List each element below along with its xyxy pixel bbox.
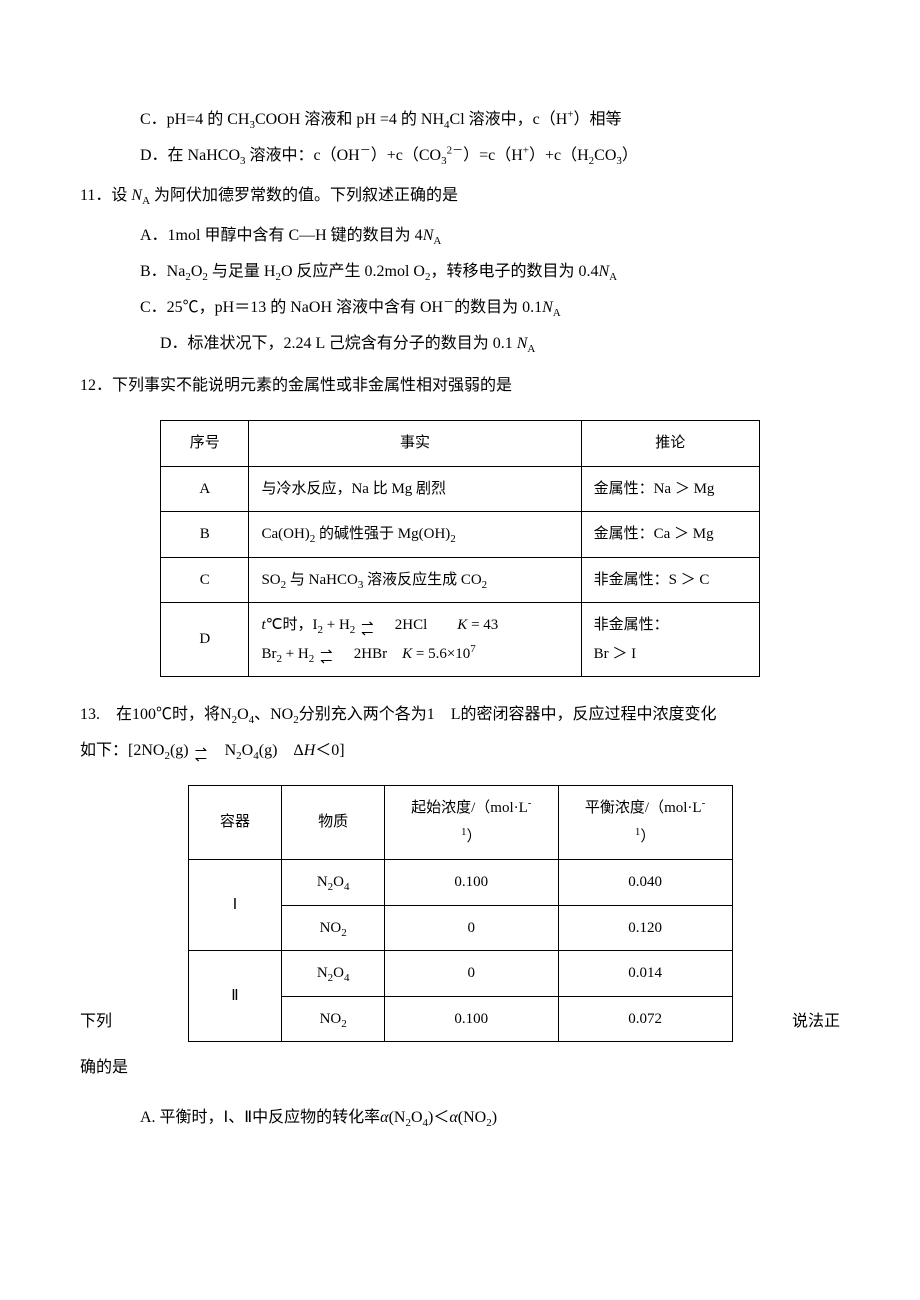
q13-val: 0: [384, 905, 558, 951]
q13-stem-line1: 13. 在100℃时，将N2O4、NO2分别充入两个各为1 L的密闭容器中，反应…: [80, 699, 840, 731]
q13-sp: N2O4: [282, 951, 384, 997]
q11-optd-text: D．标准状况下，2.24 L 己烷含有分子的数目为 0.1: [160, 335, 517, 352]
q13-table-wrap: 下列 容器 物质 起始浓度/（mol·L-1） 平衡浓度/（mol·L-1） Ⅰ…: [80, 785, 840, 1042]
q11-stem: 11．设 NA 为阿伏加德罗常数的值。下列叙述正确的是: [80, 180, 840, 212]
q13-val: 0.072: [558, 996, 732, 1042]
q12-a-seq: A: [161, 466, 249, 512]
q13-stem-line2: 如下：[2NO2(g) N2O4(g) ΔH＜0]: [80, 735, 840, 767]
q13-container-1: Ⅰ: [188, 860, 282, 951]
table-row: D t℃时，I2 + H2 2HCl K = 43 Br2 + H2 2HBr …: [161, 603, 760, 677]
q13-hdr-container: 容器: [188, 786, 282, 860]
q11-na: N: [131, 187, 142, 204]
q13-val: 0.040: [558, 860, 732, 906]
q12-c-seq: C: [161, 557, 249, 603]
q13-val: 0.100: [384, 860, 558, 906]
q12-c-fact: SO2 与 NaHCO3 溶液反应生成 CO2: [249, 557, 581, 603]
q11-optb-text: B．Na2O2 与足量 H2O 反应产生 0.2mol O2，转移电子的数目为 …: [140, 263, 599, 280]
table-row: Ⅰ N2O4 0.100 0.040: [188, 860, 732, 906]
q10-option-c: C．pH=4 的 CH3COOH 溶液和 pH =4 的 NH4Cl 溶液中，c…: [80, 104, 840, 136]
table-row: B Ca(OH)2 的碱性强于 Mg(OH)2 金属性：Ca ＞ Mg: [161, 512, 760, 558]
q13-tail-right: 说法正: [792, 1006, 840, 1038]
q12-d-seq: D: [161, 603, 249, 677]
q13-sp: NO2: [282, 996, 384, 1042]
q12-b-fact: Ca(OH)2 的碱性强于 Mg(OH)2: [249, 512, 581, 558]
q13-hdr-start: 起始浓度/（mol·L-1）: [384, 786, 558, 860]
equilibrium-icon: [195, 746, 223, 756]
q12-d-fact: t℃时，I2 + H2 2HCl K = 43 Br2 + H2 2HBr K …: [249, 603, 581, 677]
q13-option-a: A. 平衡时，Ⅰ、Ⅱ中反应物的转化率α(N2O4)＜α(NO2): [80, 1102, 840, 1134]
q13-stem2-text: 如下：[2NO2(g) N2O4(g) ΔH＜0]: [80, 742, 345, 759]
q11-option-c: C．25℃，pH＝13 的 NaOH 溶液中含有 OH－的数目为 0.1NA: [80, 292, 840, 324]
q12-b-seq: B: [161, 512, 249, 558]
table-row: A 与冷水反应，Na 比 Mg 剧烈 金属性：Na ＞ Mg: [161, 466, 760, 512]
q12-hdr-con: 推论: [581, 421, 759, 467]
q13-val: 0: [384, 951, 558, 997]
q12-a-fact: 与冷水反应，Na 比 Mg 剧烈: [249, 466, 581, 512]
q11-option-a: A．1mol 甲醇中含有 C—H 键的数目为 4NA: [80, 220, 840, 252]
q11-optc-text: C．25℃，pH＝13 的 NaOH 溶液中含有 OH－的数目为 0.1: [140, 299, 542, 316]
q13-hdr-species: 物质: [282, 786, 384, 860]
q13-val: 0.120: [558, 905, 732, 951]
q13-tail-line2: 确的是: [80, 1052, 840, 1084]
table-row: C SO2 与 NaHCO3 溶液反应生成 CO2 非金属性：S ＞ C: [161, 557, 760, 603]
q13-val: 0.100: [384, 996, 558, 1042]
table-row: 序号 事实 推论: [161, 421, 760, 467]
q12-a-con: 金属性：Na ＞ Mg: [581, 466, 759, 512]
q13-sp: N2O4: [282, 860, 384, 906]
q13-sp: NO2: [282, 905, 384, 951]
equilibrium-icon: [320, 649, 348, 659]
q11-stem-rest: 为阿伏加德罗常数的值。下列叙述正确的是: [150, 187, 458, 204]
q12-hdr-fact: 事实: [249, 421, 581, 467]
table-row: 容器 物质 起始浓度/（mol·L-1） 平衡浓度/（mol·L-1）: [188, 786, 732, 860]
equilibrium-icon: [361, 621, 389, 631]
q11-stem-prefix: 11．设: [80, 187, 131, 204]
q12-d-con: 非金属性： Br ＞ I: [581, 603, 759, 677]
q12-hdr-seq: 序号: [161, 421, 249, 467]
q13-tail-left: 下列: [80, 1006, 112, 1038]
q13-val: 0.014: [558, 951, 732, 997]
q11-option-b: B．Na2O2 与足量 H2O 反应产生 0.2mol O2，转移电子的数目为 …: [80, 256, 840, 288]
q13-opta-text: A. 平衡时，Ⅰ、Ⅱ中反应物的转化率α(N2O4)＜α(NO2): [140, 1109, 497, 1126]
q11-opta-text: A．1mol 甲醇中含有 C—H 键的数目为 4: [140, 227, 423, 244]
q12-b-con: 金属性：Ca ＞ Mg: [581, 512, 759, 558]
q11-option-d: D．标准状况下，2.24 L 己烷含有分子的数目为 0.1 NA: [80, 328, 840, 360]
q13-container-2: Ⅱ: [188, 951, 282, 1042]
q13-hdr-eq: 平衡浓度/（mol·L-1）: [558, 786, 732, 860]
q12-table: 序号 事实 推论 A 与冷水反应，Na 比 Mg 剧烈 金属性：Na ＞ Mg …: [160, 420, 760, 677]
q13-stem1-text: 13. 在100℃时，将N2O4、NO2分别充入两个各为1 L的密闭容器中，反应…: [80, 706, 717, 723]
q12-c-con: 非金属性：S ＞ C: [581, 557, 759, 603]
q12-stem: 12．下列事实不能说明元素的金属性或非金属性相对强弱的是: [80, 370, 840, 402]
table-row: Ⅱ N2O4 0 0.014: [188, 951, 732, 997]
q10-optd-text: D．在 NaHCO3 溶液中：c（OH－）+c（CO32－）=c（H+）+c（H…: [140, 147, 638, 164]
q10-optc-text: C．pH=4 的 CH3COOH 溶液和 pH =4 的 NH4Cl 溶液中，c…: [140, 111, 622, 128]
q11-na-sub: A: [142, 195, 150, 207]
q13-table: 容器 物质 起始浓度/（mol·L-1） 平衡浓度/（mol·L-1） Ⅰ N2…: [188, 785, 733, 1042]
q10-option-d: D．在 NaHCO3 溶液中：c（OH－）+c（CO32－）=c（H+）+c（H…: [80, 140, 840, 172]
